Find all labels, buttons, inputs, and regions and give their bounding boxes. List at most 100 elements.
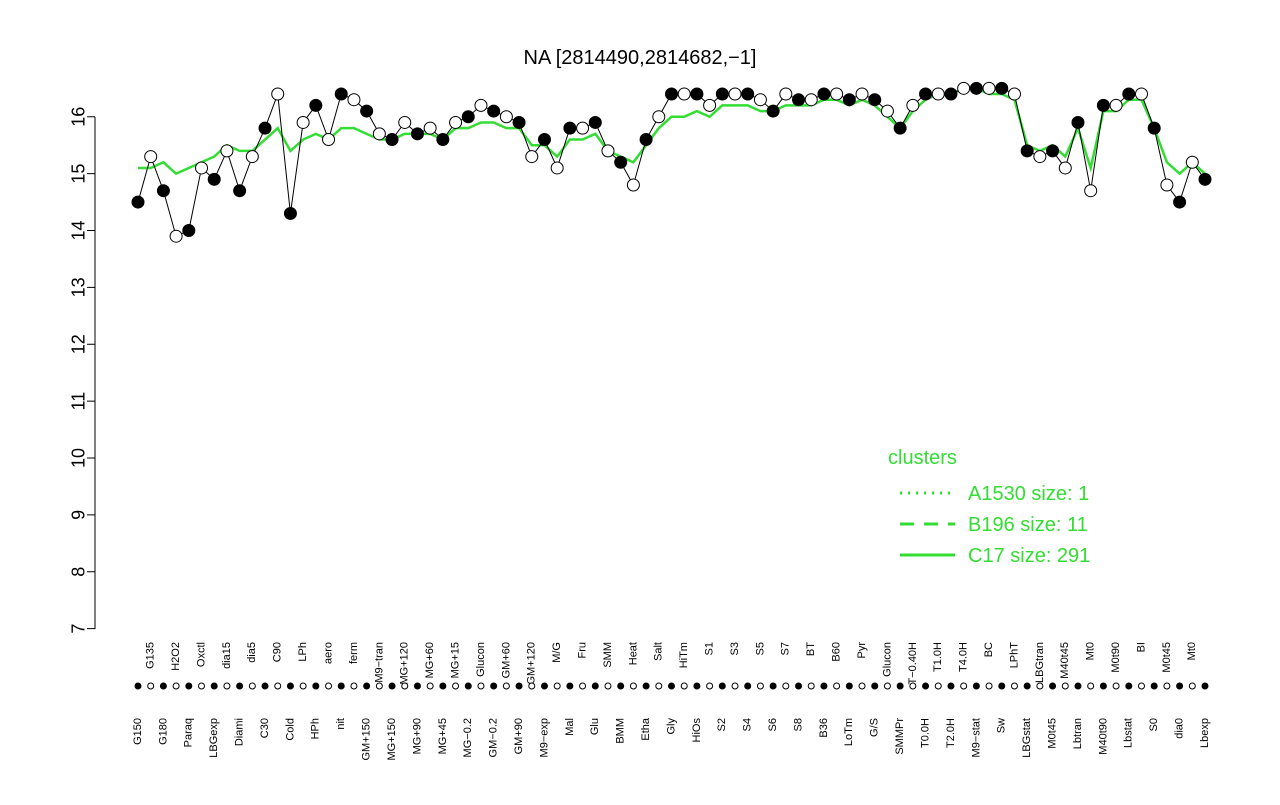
x-tick-label: S8	[792, 718, 804, 731]
tick-dot	[960, 682, 968, 690]
point	[931, 87, 945, 101]
tick-dot	[236, 682, 244, 690]
point	[233, 184, 247, 198]
tick-dot	[490, 682, 498, 690]
x-tick-label: M9−stat	[970, 718, 982, 757]
x-tick-label: SMM	[602, 642, 614, 668]
point	[906, 98, 920, 112]
x-tick-label: MG−0.2	[462, 718, 474, 757]
point	[1185, 155, 1199, 169]
tick-dot	[744, 682, 752, 690]
point	[1020, 144, 1034, 158]
tick-dot	[1112, 682, 1120, 690]
x-tick-label: S4	[742, 718, 754, 731]
point	[550, 161, 564, 175]
tick-dot	[1137, 682, 1145, 690]
tick-dot	[388, 682, 396, 690]
point	[461, 110, 475, 124]
point	[144, 150, 158, 164]
legend-title: clusters	[888, 447, 957, 469]
tick-dot	[363, 682, 371, 690]
point	[868, 93, 882, 107]
x-tick-label: Oxctl	[195, 642, 207, 667]
x-tick-label: LBGtran	[1034, 642, 1046, 683]
point	[919, 87, 933, 101]
point	[182, 224, 196, 238]
tick-dot	[756, 682, 764, 690]
point	[1071, 115, 1085, 129]
tick-dot	[1150, 682, 1158, 690]
x-tick-label: C90	[272, 642, 284, 662]
tick-dot	[426, 682, 434, 690]
x-tick-label: LBGstat	[1021, 718, 1033, 758]
tick-dot	[198, 682, 206, 690]
x-tick-label: LPh	[297, 642, 309, 662]
point	[398, 115, 412, 129]
tick-dot	[1061, 682, 1069, 690]
tick-dot	[833, 682, 841, 690]
x-tick-label: Heat	[627, 642, 639, 665]
tick-dot	[210, 682, 218, 690]
point	[169, 229, 183, 243]
point	[1147, 121, 1161, 135]
point	[639, 133, 653, 147]
x-tick-label: dia5	[246, 642, 258, 663]
point	[334, 87, 348, 101]
x-tick-label: HiTm	[678, 642, 690, 668]
point	[537, 133, 551, 147]
point	[360, 104, 374, 118]
tick-dot	[668, 682, 675, 690]
x-tick-label: M0t45	[1046, 718, 1058, 749]
tick-dot	[807, 682, 815, 690]
point	[703, 98, 717, 112]
tick-dot	[1087, 682, 1095, 690]
point	[220, 144, 234, 158]
point	[626, 178, 640, 192]
y-tick-label: 16	[69, 107, 89, 127]
tick-dot	[604, 682, 612, 690]
point	[474, 98, 488, 112]
x-tick-label: Glucon	[475, 642, 487, 677]
point	[207, 172, 221, 186]
tick-dot	[1188, 682, 1196, 690]
x-tick-label: Lbexp	[1199, 718, 1211, 748]
x-tick-label: MG+150	[386, 718, 398, 761]
x-tick-label: MG+15	[449, 642, 461, 678]
x-tick-label: GM+90	[513, 718, 525, 754]
x-tick-label: S2	[716, 718, 728, 731]
x-tick-label: dia15	[221, 642, 233, 669]
tick-dot	[706, 682, 714, 690]
tick-dot	[1125, 682, 1133, 690]
x-tick-label: Fru	[576, 642, 588, 659]
point	[804, 93, 818, 107]
x-tick-label: M9−tran	[373, 642, 385, 683]
point	[842, 93, 856, 107]
point	[1058, 161, 1072, 175]
point	[449, 115, 463, 129]
tick-dot	[883, 682, 891, 690]
x-tick-label: Mt0	[1085, 642, 1097, 660]
x-tick-label: Mal	[564, 718, 576, 736]
point	[715, 87, 729, 101]
point	[995, 81, 1009, 95]
x-tick-label: MG+120	[399, 642, 411, 685]
point	[245, 150, 259, 164]
x-tick-label: Lbstat	[1123, 718, 1135, 748]
x-tick-label: B60	[831, 642, 843, 662]
point	[322, 133, 336, 147]
tick-dot	[134, 682, 142, 690]
tick-dot	[248, 682, 256, 690]
tick-dot	[922, 682, 930, 690]
tick-dot	[579, 682, 587, 690]
point	[817, 87, 831, 101]
expression-line	[137, 87, 1206, 237]
tick-dot	[871, 682, 879, 690]
tick-dot	[1023, 682, 1031, 690]
point	[728, 87, 742, 101]
tick-dot	[439, 682, 447, 690]
point	[131, 195, 145, 209]
point	[283, 206, 297, 220]
x-tick-label: GM+150	[361, 718, 373, 761]
tick-dot	[172, 682, 180, 690]
